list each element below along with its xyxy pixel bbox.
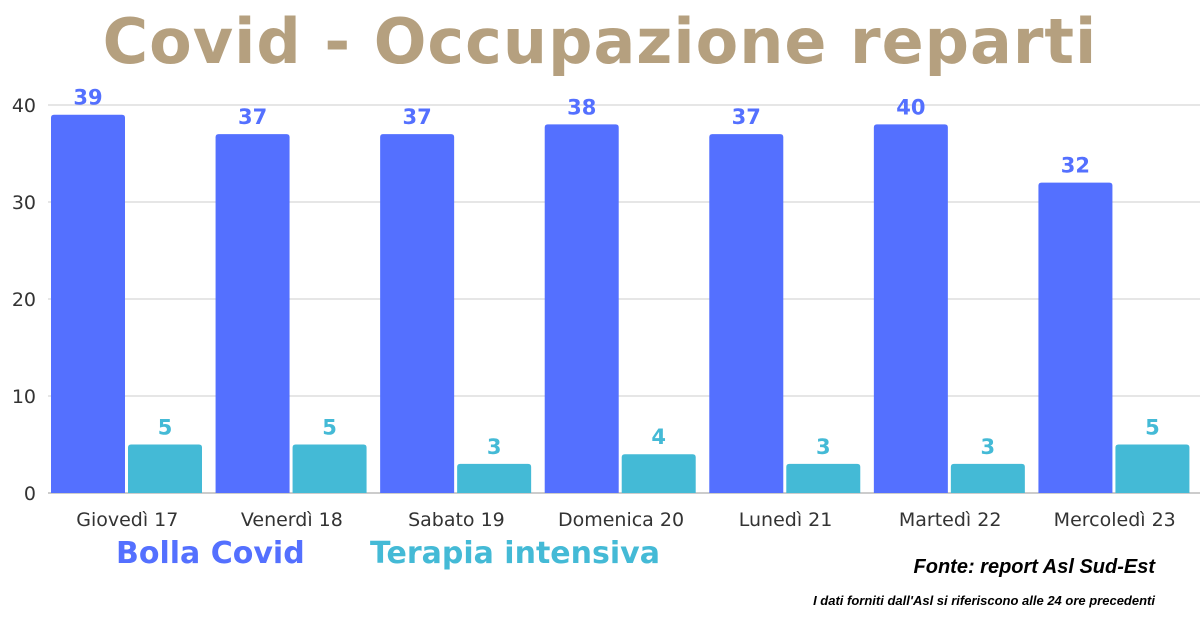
data-label: 3 <box>816 435 831 459</box>
bar <box>51 114 125 493</box>
y-tick-label: 0 <box>24 483 36 505</box>
data-label: 5 <box>322 416 337 440</box>
data-label: 37 <box>403 105 432 129</box>
legend-bolla-covid: Bolla Covid <box>116 536 305 571</box>
bar <box>457 463 532 493</box>
bar <box>1038 182 1113 493</box>
bar <box>621 454 696 493</box>
bar <box>709 134 784 493</box>
data-label: 4 <box>651 425 666 449</box>
bar <box>215 134 290 493</box>
data-label: 3 <box>981 435 996 459</box>
footnote-text: I dati forniti dall'Asl si riferiscono a… <box>813 593 1155 608</box>
x-tick-label: Domenica 20 <box>558 509 684 531</box>
bar <box>786 463 861 493</box>
data-label: 3 <box>487 435 502 459</box>
x-tick-label: Martedì 22 <box>899 509 1002 531</box>
chart-title: Covid - Occupazione reparti <box>102 5 1098 78</box>
data-label: 40 <box>896 95 925 119</box>
legend-terapia-intensiva: Terapia intensiva <box>370 536 660 571</box>
bar <box>873 124 948 494</box>
data-label: 39 <box>73 86 102 110</box>
y-tick-label: 30 <box>12 192 36 214</box>
y-tick-label: 40 <box>12 95 36 117</box>
y-tick-label: 20 <box>12 289 36 311</box>
data-label: 38 <box>567 95 596 119</box>
x-tick-label: Lunedì 21 <box>739 509 833 531</box>
x-tick-label: Giovedì 17 <box>76 509 178 531</box>
bar <box>544 124 619 494</box>
x-tick-label: Mercoledì 23 <box>1054 509 1176 531</box>
bar <box>1115 444 1190 493</box>
y-tick-label: 10 <box>12 386 36 408</box>
bar <box>128 444 202 493</box>
bar <box>292 444 367 493</box>
bar <box>380 134 455 493</box>
x-tick-label: Sabato 19 <box>408 509 505 531</box>
x-tick-label: Venerdì 18 <box>241 509 343 531</box>
data-label: 5 <box>158 416 173 440</box>
data-label: 37 <box>732 105 761 129</box>
source-text: Fonte: report Asl Sud-Est <box>913 556 1155 578</box>
data-label: 37 <box>238 105 267 129</box>
bar <box>950 463 1025 493</box>
data-label: 5 <box>1145 416 1160 440</box>
data-label: 32 <box>1061 154 1090 178</box>
